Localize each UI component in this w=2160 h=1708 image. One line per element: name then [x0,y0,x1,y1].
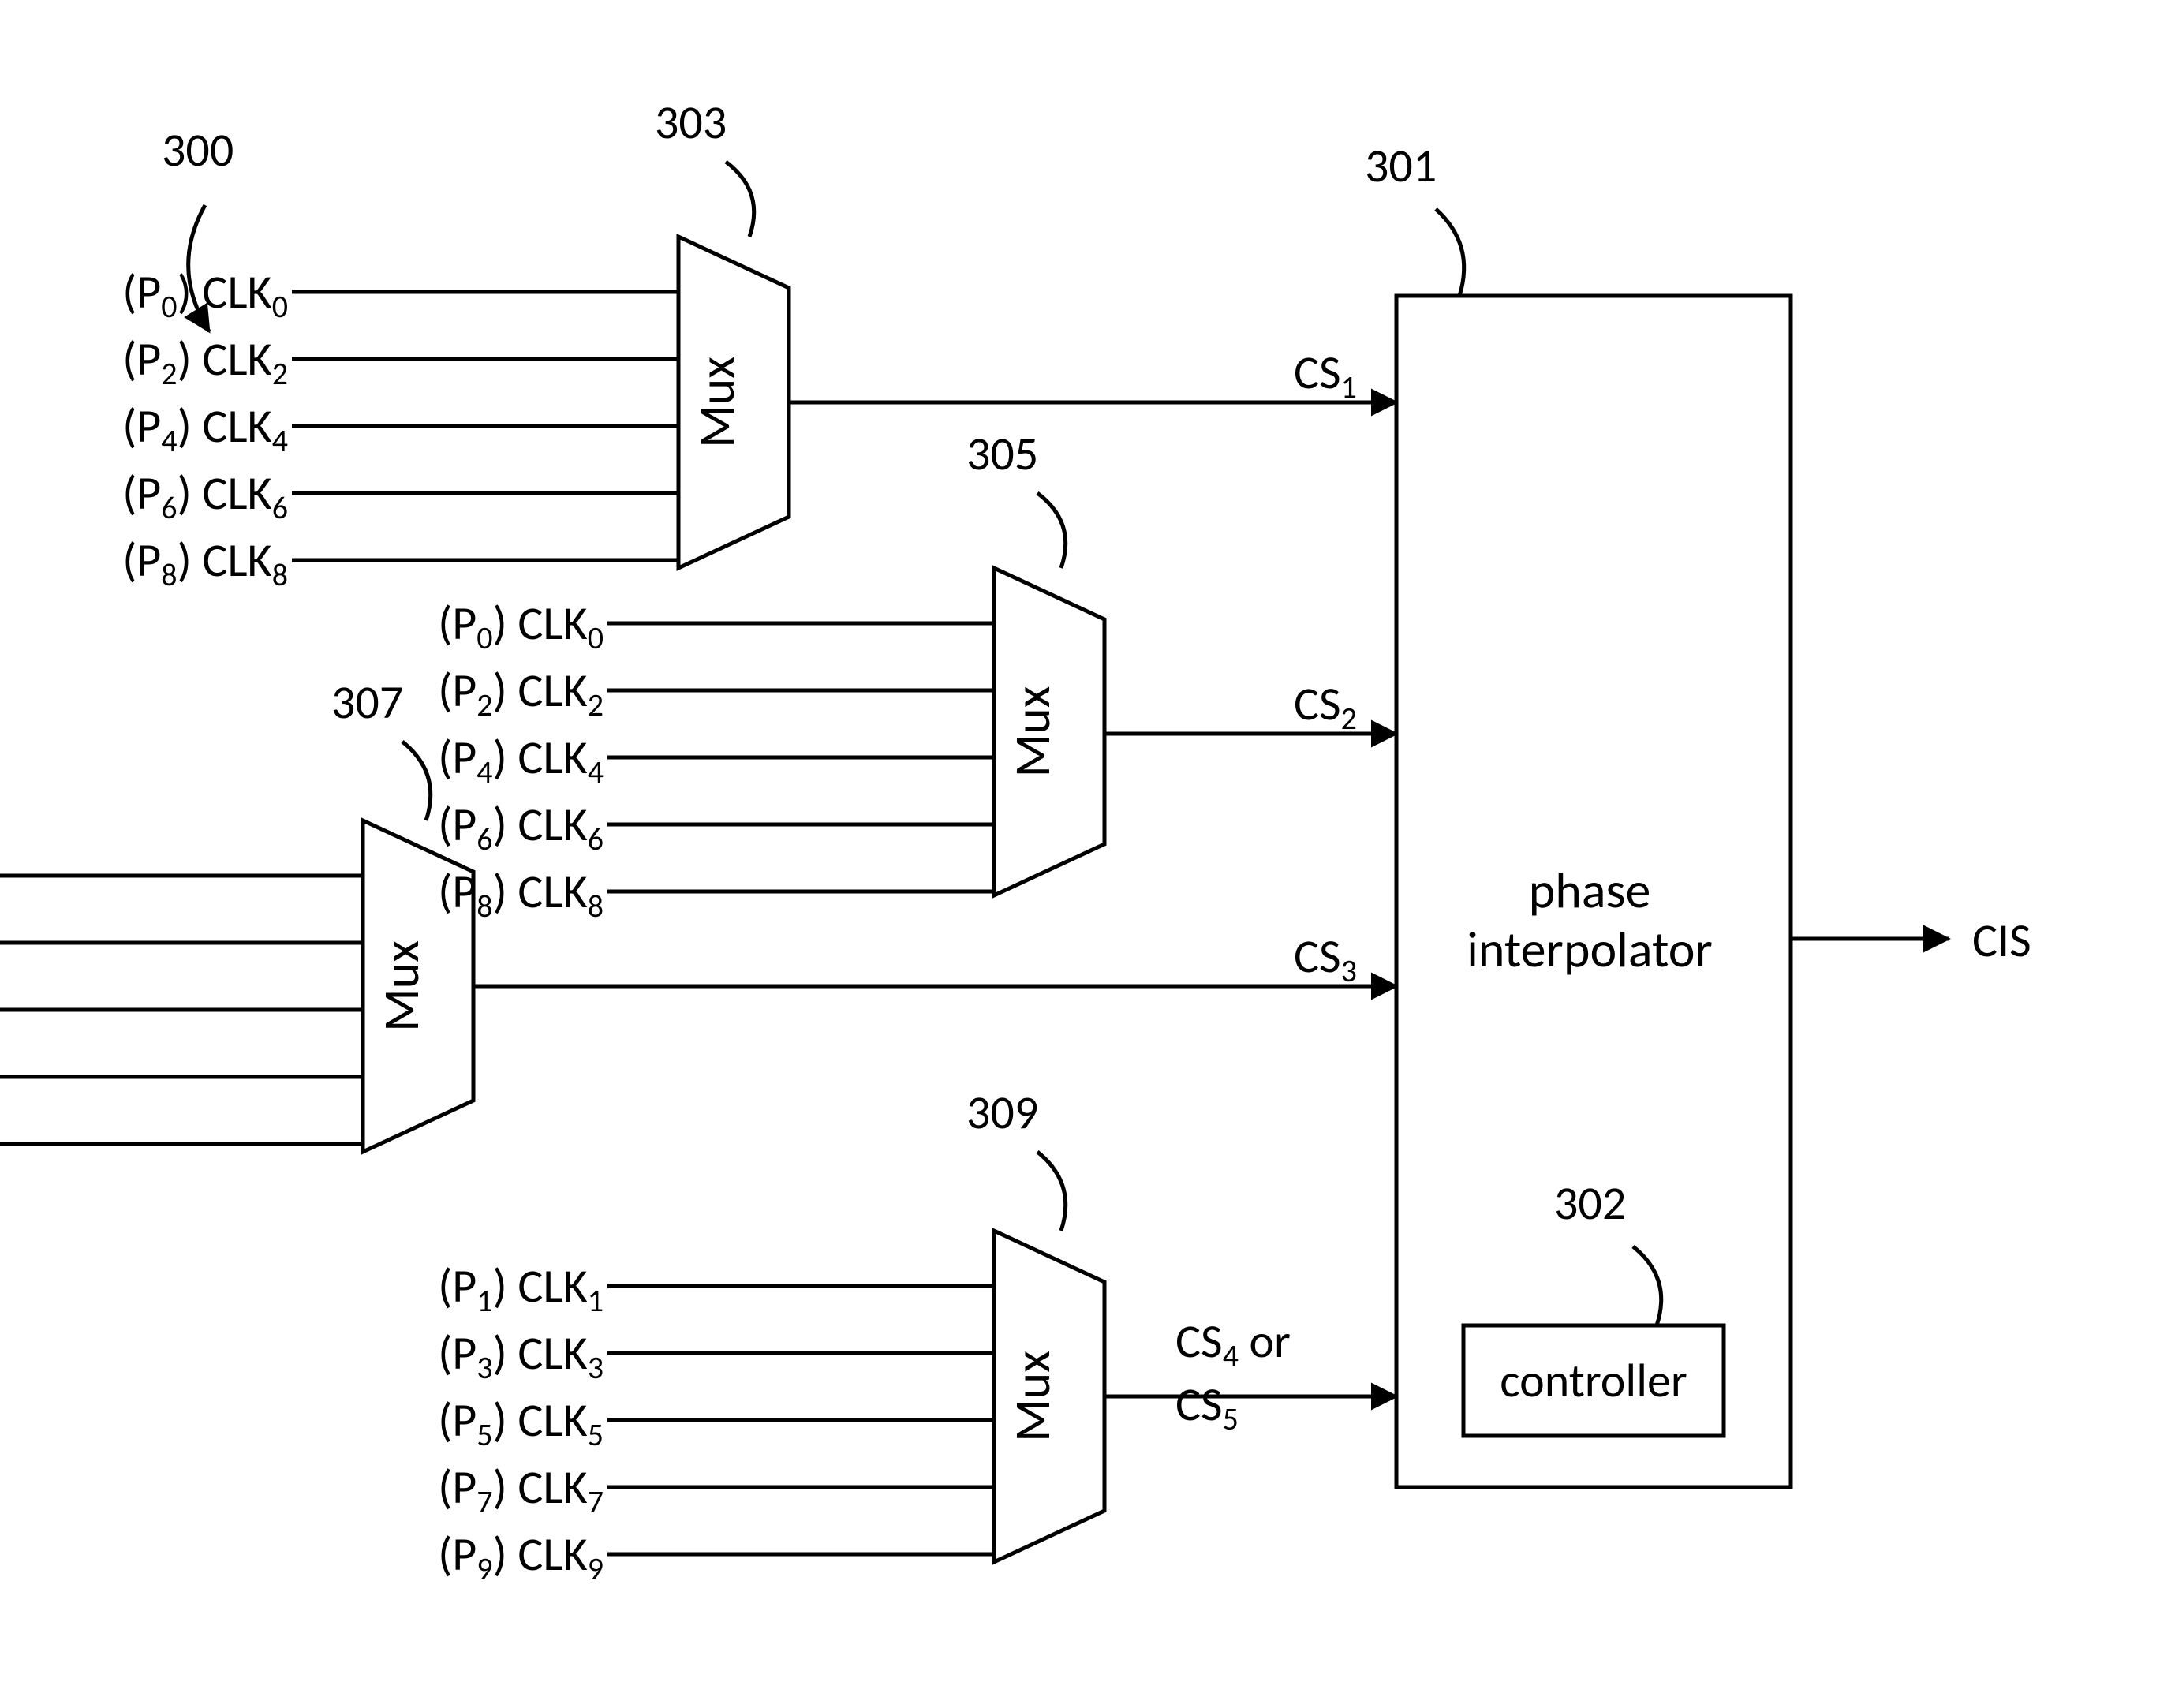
mux-output-label: CS1 [1294,344,1357,406]
mux-output-label-2: CS5 [1175,1376,1239,1438]
ref-309: 309 [966,1084,1038,1142]
controller-label: controller [1500,1352,1687,1410]
ref-305: 305 [966,425,1038,483]
pi-output-label: CIS [1972,912,2031,970]
mux-input-label: (P3) CLK3 [438,1325,604,1387]
mux-input-label: (P4) CLK4 [438,729,604,791]
mux-input-label: (P9) CLK9 [438,1526,604,1588]
mux-label: Mux [1002,1351,1063,1442]
pi-label-1: phase [1529,860,1651,921]
ref-307: 307 [331,674,403,731]
pi-label-2: interpolator [1467,919,1713,981]
mux-input-label: (P6) CLK6 [122,465,288,527]
mux-input-label: (P8) CLK8 [438,863,604,925]
mux-label: Mux [371,940,432,1032]
mux-input-label: (P0) CLK0 [122,263,288,326]
figure-ref: 300 [162,121,234,179]
mux-label: Mux [1002,686,1063,777]
mux-label: Mux [686,357,748,448]
mux-output-label: CS3 [1294,928,1357,990]
mux-input-label: (P6) CLK6 [438,796,604,858]
mux-input-label: (P2) CLK2 [438,662,604,724]
ref-301: 301 [1365,137,1437,195]
ref-303: 303 [655,94,727,151]
mux-output-label-1: CS4 or [1175,1313,1291,1375]
clock-mux-diagram: 300 301 phaseinterpolator CIS 302 controller 3… [0,0,2160,1708]
mux-input-label: (P1) CLK1 [438,1258,604,1320]
ref-302: 302 [1554,1175,1626,1232]
mux-input-label: (P0) CLK0 [438,595,604,657]
mux-input-label: (P8) CLK8 [122,532,288,594]
mux-input-label: (P2) CLK2 [122,331,288,393]
mux-input-label: (P4) CLK4 [122,398,288,460]
mux-input-label: (P7) CLK7 [438,1459,604,1521]
mux-input-label: (P5) CLK5 [438,1392,604,1454]
mux-output-label: CS2 [1294,675,1357,738]
